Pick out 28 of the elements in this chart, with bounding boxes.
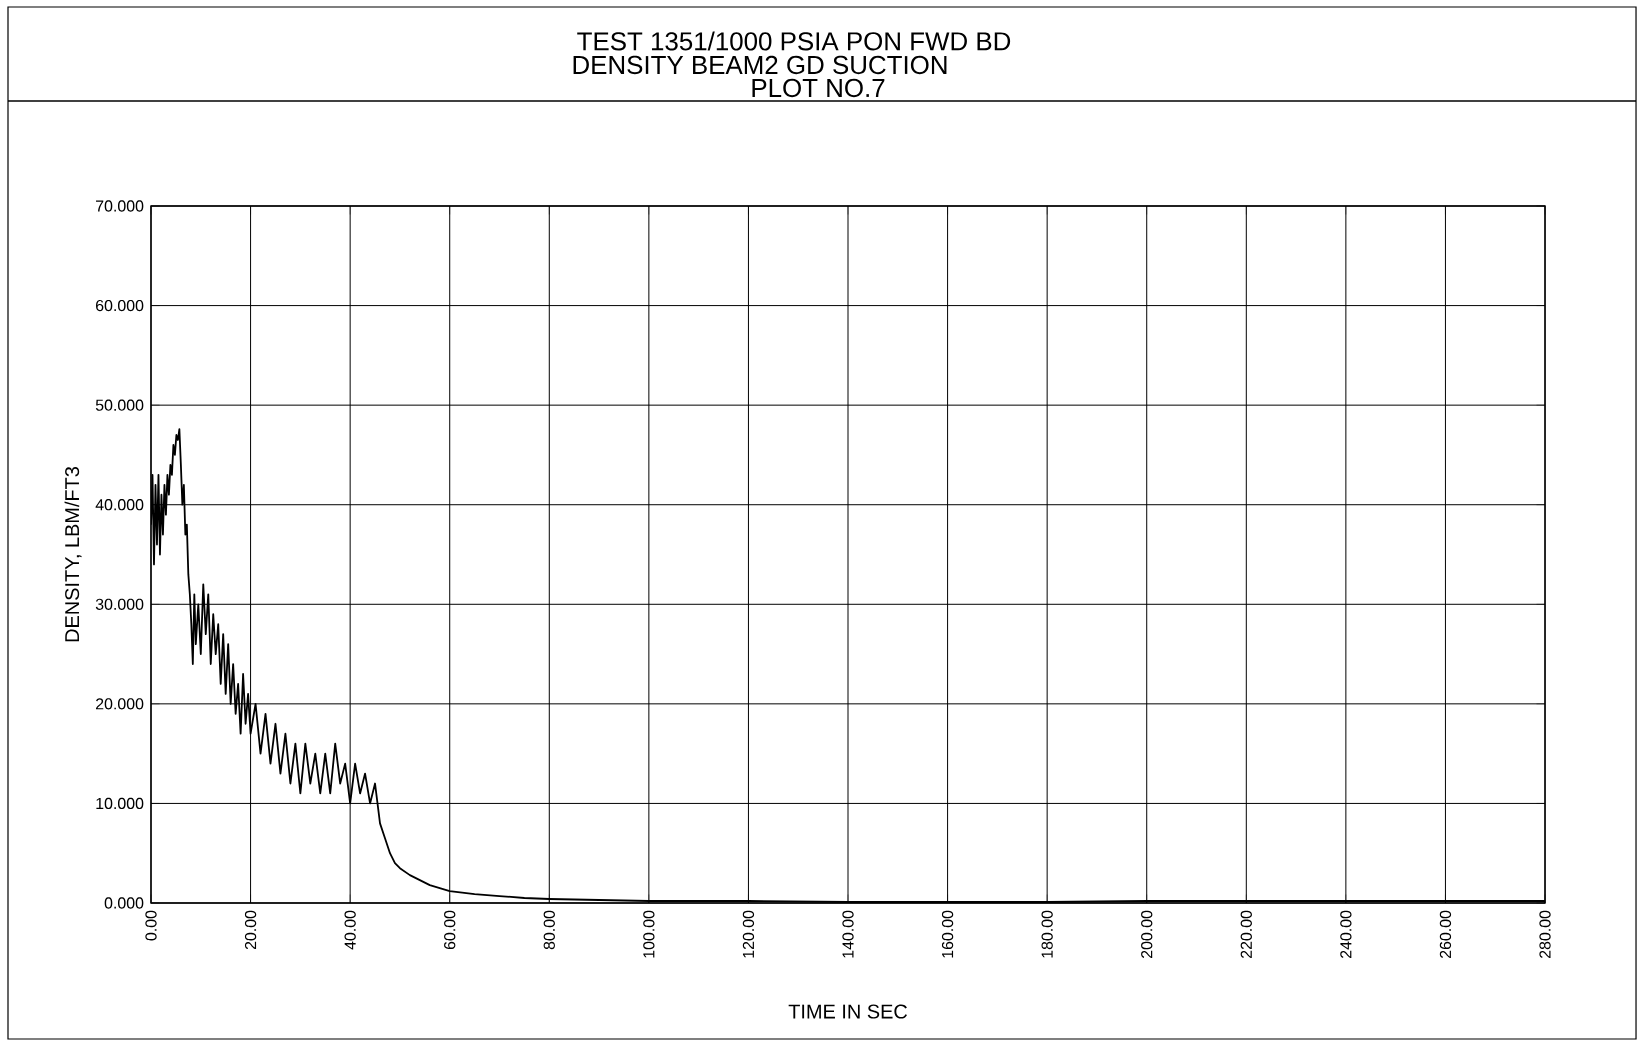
x-tick-label: 220.00	[1240, 910, 1252, 958]
x-tick-label: 180.00	[1041, 910, 1053, 958]
y-tick-label: 0.000	[104, 897, 144, 909]
x-tick-label: 160.00	[941, 910, 954, 958]
x-tick-label: 0.00	[145, 910, 157, 941]
x-tick-label: 60.00	[444, 910, 456, 950]
text: PLOT NO.7	[752, 78, 885, 98]
x-tick-label: 280.00	[1539, 910, 1551, 958]
x-tick-label: 40.00	[344, 910, 356, 950]
y-tick-label: 30.000	[95, 598, 144, 610]
y-axis-title: DENSITY, LBM/FT3	[64, 466, 82, 642]
y-tick-label: 20.000	[96, 698, 144, 710]
y-tick-label: 10.000	[96, 797, 144, 810]
x-tick-label: 80.00	[543, 910, 555, 950]
x-axis-title: TIME IN SEC	[788, 1004, 908, 1019]
x-tick-label: 260.00	[1439, 910, 1452, 958]
x-tick-label: 120.00	[742, 910, 755, 958]
chart-title: TEST 1351/1000 PSIA PON FWD BD	[577, 31, 1011, 51]
y-tick-label: 60.000	[96, 299, 144, 312]
y-tick-label: 40.000	[95, 499, 144, 511]
y-tick-label: 70.000	[96, 200, 144, 212]
x-tick-label: 200.00	[1141, 910, 1153, 958]
y-tick-label: 50.000	[95, 399, 144, 411]
chart-subtitle: DENSITY BEAM2 GD SUCTION	[573, 55, 947, 75]
x-tick-label: 140.00	[842, 910, 854, 958]
x-tick-label: 100.00	[643, 910, 655, 958]
x-tick-label: 20.00	[244, 910, 257, 950]
x-tick-label: 240.00	[1340, 910, 1352, 958]
